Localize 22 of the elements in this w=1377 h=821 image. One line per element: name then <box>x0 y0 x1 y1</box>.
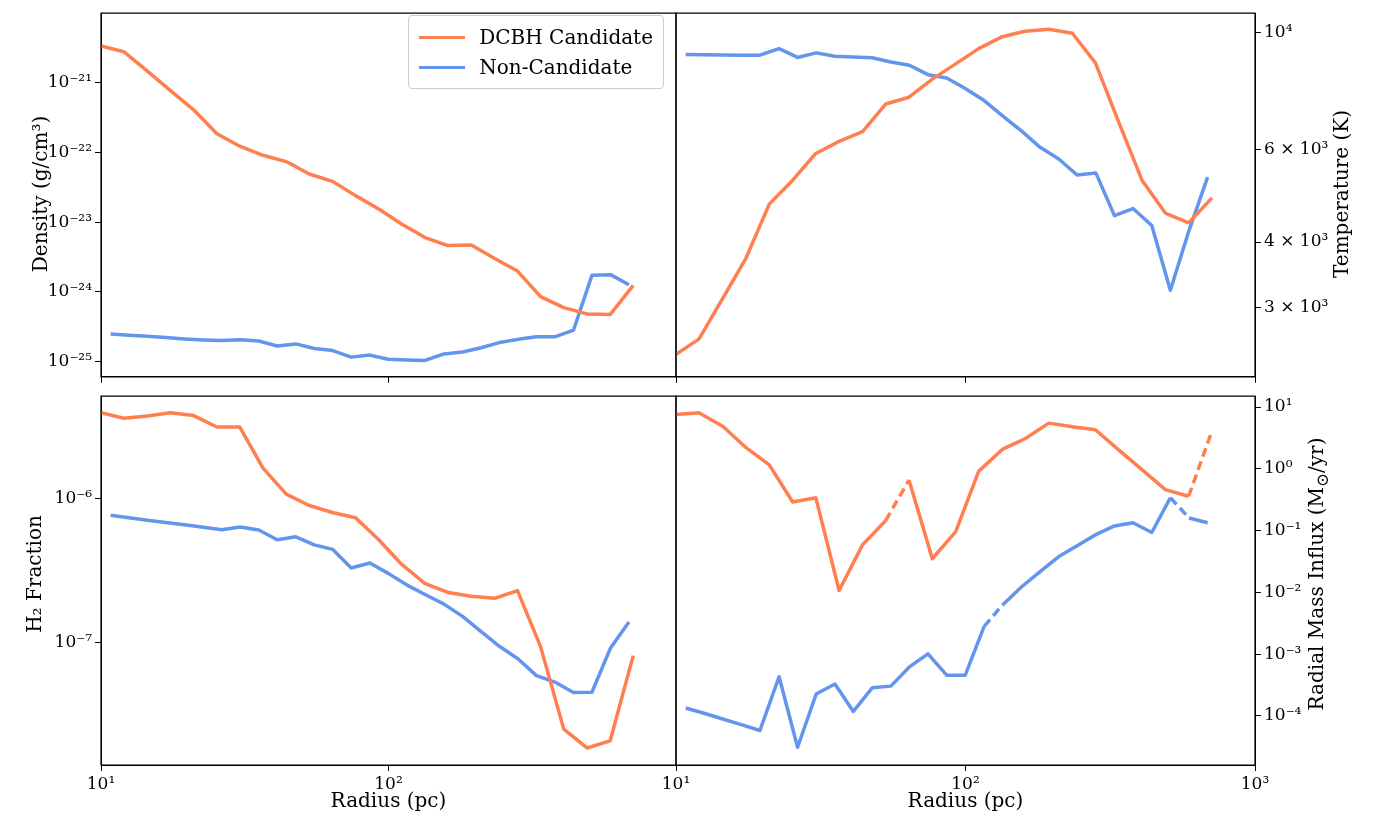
y-tick-label: 10⁻⁴ <box>1264 704 1302 725</box>
y-tick-label: 10⁻² <box>1264 580 1302 601</box>
y-tick-label: 10⁰ <box>1264 457 1293 478</box>
y-tick-label: 10⁴ <box>1264 20 1293 41</box>
y-tick-label: 10⁻²⁴ <box>47 280 93 301</box>
y-tick-label: 10⁻³ <box>1264 642 1302 663</box>
x-tick-label: 10¹ <box>661 772 691 793</box>
y-tick-label: 4 × 10³ <box>1264 230 1329 251</box>
y-tick-label: 10⁻²⁵ <box>47 349 93 370</box>
y-tick-label: 10⁻¹ <box>1264 519 1302 540</box>
y-axis-title: H₂ Fraction <box>22 515 46 633</box>
x-tick-label: 10¹ <box>86 772 116 793</box>
y-tick-label: 10¹ <box>1264 395 1293 416</box>
y-tick-label: 6 × 10³ <box>1264 137 1329 158</box>
y-tick-label: 3 × 10³ <box>1264 296 1329 317</box>
y-tick-label: 10⁻⁷ <box>54 630 93 651</box>
y-axis-title: Temperature (K) <box>1329 110 1353 278</box>
legend-label: DCBH Candidate <box>479 24 653 51</box>
x-tick-label: 10³ <box>1240 772 1270 793</box>
legend-label: Non-Candidate <box>479 54 633 81</box>
y-tick-label: 10⁻²¹ <box>47 71 92 92</box>
y-tick-label: 10⁻⁶ <box>54 487 93 508</box>
